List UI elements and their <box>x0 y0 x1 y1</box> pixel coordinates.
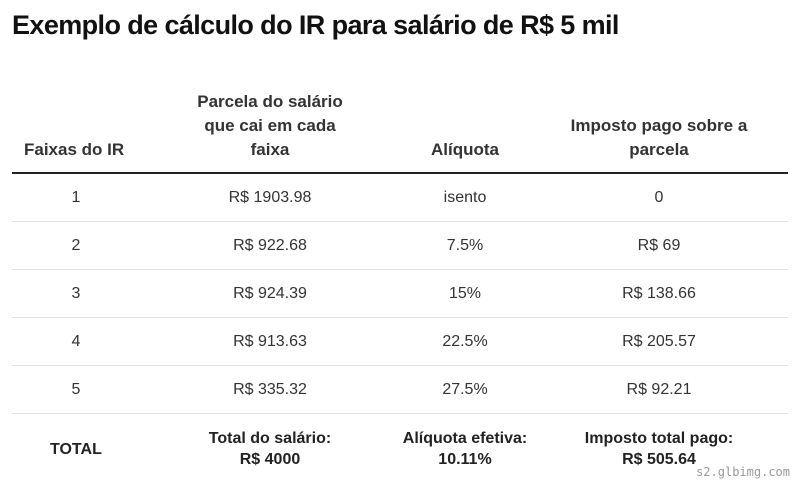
cell-aliquota: isento <box>400 173 530 222</box>
cell-imposto: 0 <box>530 173 788 222</box>
total-aliquota: Alíquota efetiva: 10.11% <box>400 414 530 485</box>
cell-faixa: 4 <box>12 317 140 366</box>
total-aliquota-value: 10.11% <box>438 451 492 468</box>
ir-table: Faixas do IR Parcela do salário que cai … <box>12 76 788 484</box>
total-salario-label: Total do salário: <box>208 430 332 447</box>
cell-aliquota: 15% <box>400 269 530 318</box>
total-salario: Total do salário: R$ 4000 <box>140 414 400 485</box>
cell-aliquota: 27.5% <box>400 365 530 414</box>
cell-faixa: 5 <box>12 365 140 414</box>
total-imposto-value: R$ 505.64 <box>622 451 696 468</box>
cell-parcela: R$ 1903.98 <box>140 173 400 222</box>
header-imposto-text: Imposto pago sobre a parcela <box>570 116 748 159</box>
cell-parcela: R$ 913.63 <box>140 317 400 366</box>
header-parcela-text: Parcela do salário que cai em cada faixa <box>197 92 343 159</box>
table-row: 4 R$ 913.63 22.5% R$ 205.57 <box>12 317 788 366</box>
source-watermark: s2.glbimg.com <box>696 465 790 479</box>
header-aliquota: Alíquota <box>400 76 530 174</box>
header-parcela: Parcela do salário que cai em cada faixa <box>140 76 400 174</box>
cell-aliquota: 7.5% <box>400 221 530 270</box>
cell-imposto: R$ 69 <box>530 221 788 270</box>
cell-imposto: R$ 92.21 <box>530 365 788 414</box>
total-imposto-label: Imposto total pago: <box>584 430 734 447</box>
cell-aliquota: 22.5% <box>400 317 530 366</box>
cell-parcela: R$ 335.32 <box>140 365 400 414</box>
total-imposto: Imposto total pago: R$ 505.64 <box>530 414 788 485</box>
table-header-row: Faixas do IR Parcela do salário que cai … <box>12 76 788 174</box>
cell-parcela: R$ 924.39 <box>140 269 400 318</box>
total-aliquota-label: Alíquota efetiva: <box>402 430 528 447</box>
table-row: 1 R$ 1903.98 isento 0 <box>12 173 788 222</box>
cell-faixa: 1 <box>12 173 140 222</box>
cell-parcela: R$ 922.68 <box>140 221 400 270</box>
page-title: Exemplo de cálculo do IR para salário de… <box>12 10 619 40</box>
total-row: TOTAL Total do salário: R$ 4000 Alíquota… <box>12 414 788 485</box>
cell-imposto: R$ 205.57 <box>530 317 788 366</box>
total-salario-value: R$ 4000 <box>239 451 301 468</box>
header-imposto: Imposto pago sobre a parcela <box>530 76 788 174</box>
cell-faixa: 2 <box>12 221 140 270</box>
cell-imposto: R$ 138.66 <box>530 269 788 318</box>
table-row: 5 R$ 335.32 27.5% R$ 92.21 <box>12 365 788 414</box>
header-faixas: Faixas do IR <box>12 76 140 174</box>
table-row: 3 R$ 924.39 15% R$ 138.66 <box>12 269 788 318</box>
total-label: TOTAL <box>50 440 102 458</box>
cell-faixa: 3 <box>12 269 140 318</box>
table-row: 2 R$ 922.68 7.5% R$ 69 <box>12 221 788 270</box>
